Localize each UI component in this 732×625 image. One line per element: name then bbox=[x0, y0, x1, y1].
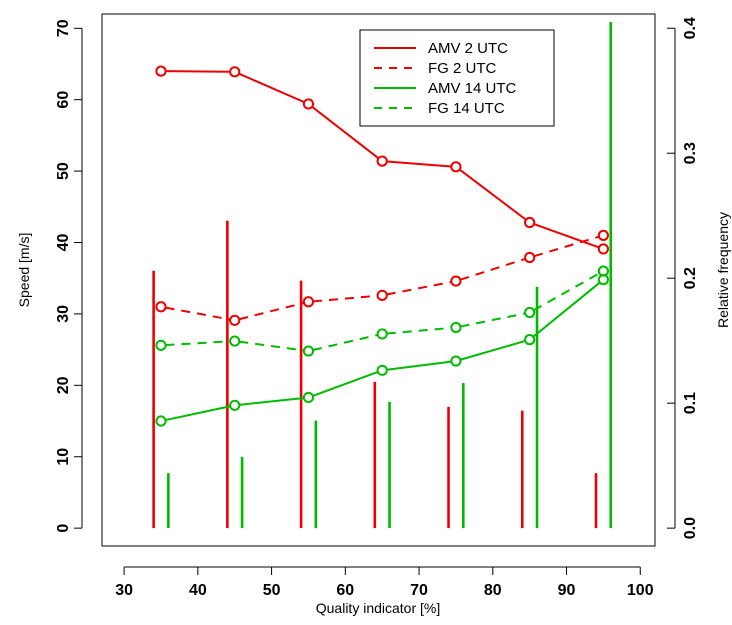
series-point-3-0 bbox=[155, 339, 167, 351]
series-point-1-6 bbox=[597, 229, 609, 241]
x-tick-label-0: 30 bbox=[115, 582, 133, 599]
series-segment-0-4 bbox=[458, 168, 527, 221]
plot-frame bbox=[101, 13, 656, 547]
series-segment-3-0 bbox=[165, 340, 231, 347]
x-tick-label-7: 100 bbox=[627, 582, 654, 599]
series-point-1-2 bbox=[302, 296, 315, 308]
series-point-3-4 bbox=[450, 321, 462, 334]
series-point-2-5 bbox=[524, 334, 536, 346]
x-tick-label-4: 70 bbox=[410, 582, 428, 599]
y-axis-label: Speed [m/s] bbox=[16, 233, 32, 308]
series-segment-3-2 bbox=[312, 333, 378, 351]
y2-tick-label-2: 0.2 bbox=[682, 267, 699, 289]
legend-label-0: AMV 2 UTC bbox=[428, 40, 508, 57]
series-point-0-0 bbox=[155, 65, 167, 77]
series-segment-3-3 bbox=[386, 326, 452, 335]
series-point-2-3 bbox=[376, 364, 388, 376]
series-segment-3-4 bbox=[460, 312, 526, 328]
x-tick-label-2: 50 bbox=[263, 582, 281, 599]
series-point-2-2 bbox=[302, 391, 315, 404]
legend-label-3: FG 14 UTC bbox=[428, 100, 505, 117]
x-tick-label-5: 80 bbox=[484, 582, 502, 599]
series-segment-2-4 bbox=[460, 339, 526, 361]
legend: AMV 2 UTC FG 2 UTC AMV 14 UTC FG 14 UTC bbox=[359, 29, 555, 127]
series-point-3-1 bbox=[229, 335, 241, 347]
series-point-0-5 bbox=[524, 216, 536, 229]
y2-tick-label-3: 0.3 bbox=[682, 142, 699, 164]
series-point-1-0 bbox=[155, 301, 167, 313]
series-segment-1-5 bbox=[533, 235, 600, 258]
series-point-0-6 bbox=[597, 243, 609, 255]
y-tick-label-5: 50 bbox=[55, 162, 72, 180]
series-segment-0-0 bbox=[165, 70, 231, 73]
y2-tick-label-1: 0.1 bbox=[682, 392, 699, 414]
y-tick-label-1: 10 bbox=[55, 448, 72, 466]
x-tick-label-1: 40 bbox=[189, 582, 207, 599]
legend-label-2: AMV 14 UTC bbox=[428, 80, 517, 97]
series-segment-1-4 bbox=[459, 257, 526, 281]
x-axis-label: Quality indicator [%] bbox=[316, 600, 441, 616]
series-segment-1-2 bbox=[312, 294, 378, 303]
x-tick-label-6: 90 bbox=[558, 582, 576, 599]
series-point-0-2 bbox=[302, 98, 315, 110]
series-segment-0-2 bbox=[311, 106, 380, 160]
series-point-1-1 bbox=[229, 314, 241, 326]
y-tick-label-4: 40 bbox=[55, 234, 72, 252]
series-point-0-1 bbox=[229, 66, 241, 78]
series-segment-2-1 bbox=[239, 396, 304, 406]
series-segment-2-0 bbox=[165, 405, 231, 422]
y2-axis-label: Relative frequency bbox=[715, 212, 731, 328]
y-tick-label-3: 30 bbox=[55, 305, 72, 323]
series-segment-0-1 bbox=[238, 72, 305, 104]
series-segment-1-3 bbox=[386, 280, 452, 296]
axes: 30 40 50 60 70 80 90 100 0 10 20 30 40 50 60 70 0.0 0.1 0.… bbox=[55, 17, 699, 599]
data-series bbox=[155, 65, 609, 427]
legend-label-1: FG 2 UTC bbox=[428, 60, 497, 77]
y2-tick-label-4: 0.4 bbox=[682, 17, 699, 39]
y-tick-label-6: 60 bbox=[55, 91, 72, 109]
series-segment-0-5 bbox=[533, 223, 600, 249]
y-tick-label-2: 20 bbox=[55, 376, 72, 394]
series-segment-3-5 bbox=[533, 272, 600, 312]
series-point-2-1 bbox=[229, 399, 241, 411]
series-point-3-6 bbox=[597, 265, 609, 277]
series-segment-1-0 bbox=[165, 306, 231, 321]
series-segment-2-3 bbox=[386, 360, 452, 371]
series-segment-0-3 bbox=[386, 160, 452, 168]
x-tick-label-3: 60 bbox=[336, 582, 354, 599]
series-segment-3-1 bbox=[239, 340, 305, 352]
series-point-2-0 bbox=[155, 415, 167, 427]
series-point-0-4 bbox=[450, 161, 462, 173]
series-segment-1-1 bbox=[238, 301, 305, 321]
series-point-0-3 bbox=[376, 155, 388, 167]
series-point-2-4 bbox=[450, 355, 462, 367]
series-segment-2-2 bbox=[312, 370, 379, 397]
series-point-1-5 bbox=[524, 251, 536, 264]
series-point-3-3 bbox=[376, 328, 388, 340]
series-segment-2-5 bbox=[532, 281, 601, 338]
frequency-bars bbox=[152, 21, 613, 529]
y-tick-label-7: 70 bbox=[55, 19, 72, 37]
series-point-1-4 bbox=[450, 275, 462, 287]
legend-box bbox=[359, 29, 555, 127]
series-point-1-3 bbox=[376, 289, 388, 301]
y-tick-label-0: 0 bbox=[55, 524, 72, 533]
y2-tick-label-0: 0.0 bbox=[682, 517, 699, 539]
series-point-3-2 bbox=[302, 345, 315, 357]
series-point-3-5 bbox=[524, 306, 536, 319]
